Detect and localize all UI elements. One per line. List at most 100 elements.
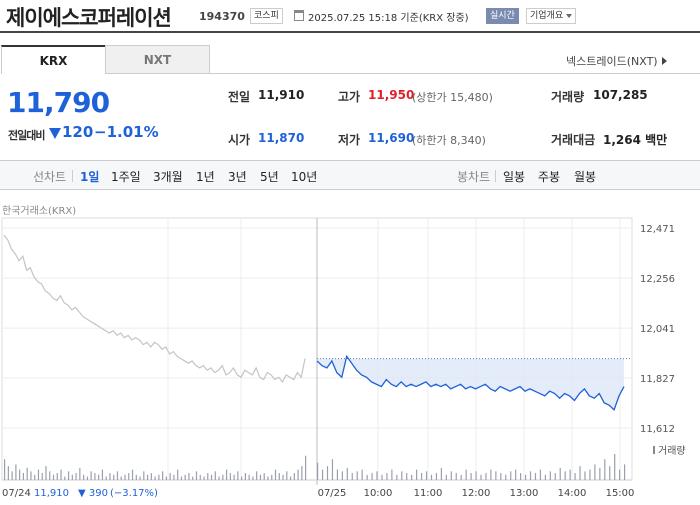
volume-bar <box>470 473 472 480</box>
volume-bar <box>317 462 319 480</box>
tab-krx[interactable]: KRX <box>1 45 106 74</box>
volume-bar <box>445 474 447 480</box>
stock-header: 제이에스코퍼레이션 194370 코스피 2025.07.25 15:18 기준… <box>0 0 700 33</box>
company-overview-label: 기업개요 <box>530 11 564 21</box>
company-overview-button[interactable]: 기업개요 <box>526 8 577 24</box>
volume-bar <box>188 473 190 480</box>
volume-bar <box>475 471 477 480</box>
volume-bar <box>7 466 9 480</box>
footer-close: 11,910 <box>34 488 69 499</box>
calendar-icon <box>294 10 304 21</box>
volume-bar <box>361 469 363 480</box>
volume-bar <box>609 466 611 480</box>
low-value: 11,690 <box>368 131 415 145</box>
volume-bar <box>241 476 243 480</box>
volume-bar <box>75 473 77 480</box>
timestamp: 2025.07.25 15:18 기준(KRX 장중) <box>308 13 469 24</box>
footer-pct: (−3.17%) <box>110 488 158 499</box>
volume-bar <box>386 473 388 480</box>
chart-source: 한국거래소(KRX) <box>2 206 77 217</box>
volume-bar <box>98 474 100 480</box>
volume-bar <box>495 471 497 480</box>
volume-bar <box>430 474 433 480</box>
change-label: 전일대비 <box>8 129 45 142</box>
volume-bar <box>510 471 512 480</box>
volume-bar <box>435 473 438 480</box>
volume-bar <box>460 474 462 480</box>
volume-bar <box>539 469 542 480</box>
volume-bar <box>146 474 149 480</box>
volume-bar <box>195 471 198 480</box>
volume-bar <box>56 473 58 480</box>
high-value: 11,950 <box>368 88 415 102</box>
amount-value: 1,264 백만 <box>603 133 668 147</box>
volume-bar <box>162 471 164 480</box>
volume-bar <box>37 469 40 480</box>
volume-bar <box>534 473 537 480</box>
period-bar: 선차트 1일 1주일 3개월 1년 3년 5년 10년 봉차트 일봉 주봉 월봉 <box>0 160 700 190</box>
tab-divider <box>210 73 700 74</box>
volume-bar <box>524 474 527 480</box>
candle-daily[interactable]: 일봉 <box>503 170 526 184</box>
volume-bar <box>366 474 368 480</box>
volume-bar <box>346 467 348 480</box>
volume-bar <box>79 467 81 480</box>
volume-bar <box>120 476 122 480</box>
period-5y[interactable]: 5년 <box>260 170 279 184</box>
upper-limit: (상한가 15,480) <box>412 91 493 104</box>
change-percent: −1.01% <box>94 123 159 141</box>
volume-bar <box>301 466 303 480</box>
volume-bar <box>271 474 273 480</box>
volume-bar <box>49 471 51 480</box>
volume-bar <box>614 454 616 480</box>
volume-bar <box>564 471 566 480</box>
chevron-down-icon <box>566 13 573 18</box>
volume-bar <box>321 469 324 480</box>
volume-bar <box>101 469 104 480</box>
volume-bar <box>529 471 532 480</box>
volume-bar <box>391 469 393 480</box>
volume-bar <box>589 469 591 480</box>
period-3y[interactable]: 3년 <box>228 170 247 184</box>
period-1d[interactable]: 1일 <box>80 170 100 184</box>
volume-bar <box>569 469 571 480</box>
volume-bar <box>15 464 17 480</box>
footer-change: ▼ 390 <box>78 488 108 499</box>
period-1w[interactable]: 1주일 <box>111 170 141 184</box>
volume-bar <box>326 466 329 480</box>
candle-monthly[interactable]: 월봉 <box>574 170 597 184</box>
x-tick-label: 15:00 <box>606 488 635 499</box>
volume-bar <box>139 476 141 480</box>
volume-bar <box>60 469 62 480</box>
volume-bar <box>45 466 47 480</box>
volume-bar <box>305 455 307 480</box>
realtime-badge[interactable]: 실시간 <box>486 8 519 24</box>
volume-bar <box>22 473 25 480</box>
volume-bar <box>192 476 194 480</box>
volume-bar <box>203 476 205 480</box>
volume-bar <box>624 464 626 480</box>
open-label: 시가 <box>228 133 251 147</box>
volume-bar <box>173 474 175 480</box>
volume-bar <box>259 474 262 480</box>
x-tick-label: 13:00 <box>510 488 539 499</box>
volume-bar <box>594 464 596 480</box>
period-1y[interactable]: 1년 <box>196 170 215 184</box>
volume-bar <box>396 474 398 480</box>
nxt-link[interactable]: 넥스트레이드(NXT) <box>566 53 667 69</box>
open-value: 11,870 <box>258 131 305 145</box>
prev-close-value: 11,910 <box>258 88 305 102</box>
volume-bar <box>177 469 179 480</box>
volume-bar <box>158 474 160 480</box>
volume-bar <box>222 474 224 480</box>
candle-weekly[interactable]: 주봉 <box>538 170 561 184</box>
period-3m[interactable]: 3개월 <box>153 170 183 184</box>
period-10y[interactable]: 10년 <box>291 170 318 184</box>
volume-bar <box>505 474 507 480</box>
footer-date: 07/24 <box>2 488 31 499</box>
volume-bar <box>19 469 21 480</box>
volume-bar <box>619 469 621 480</box>
volume-bar <box>351 473 353 480</box>
volume-bar <box>480 474 482 480</box>
tab-nxt[interactable]: NXT <box>105 45 210 74</box>
